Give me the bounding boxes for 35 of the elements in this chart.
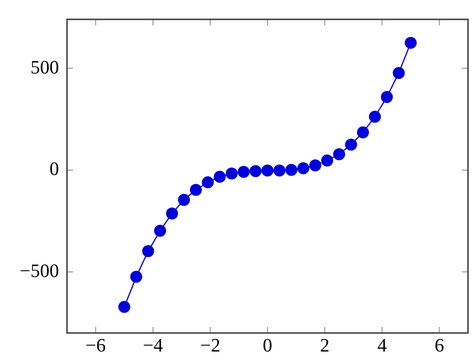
point [118, 300, 130, 313]
point [250, 165, 262, 178]
point [309, 159, 322, 172]
point [273, 164, 286, 176]
point [321, 154, 334, 167]
point [345, 138, 358, 151]
y-tick-label: −500 [20, 260, 59, 282]
point [333, 148, 346, 160]
x-tick-label: −4 [142, 335, 164, 356]
point [190, 184, 202, 196]
x-tick-label: −6 [86, 335, 106, 356]
y-tick-label: 0 [50, 159, 59, 180]
point [285, 164, 298, 176]
point [178, 194, 190, 206]
point [166, 207, 178, 220]
point [214, 170, 226, 183]
point [226, 168, 238, 180]
point [202, 176, 214, 188]
point [392, 66, 405, 79]
x-tick-label: 2 [320, 335, 330, 356]
point [380, 90, 393, 103]
x-tick-label: −2 [200, 335, 220, 356]
point [368, 110, 381, 123]
x-tick-label: 6 [434, 335, 444, 356]
y-tick-label: 500 [30, 57, 59, 78]
point [404, 36, 417, 49]
point [297, 162, 310, 174]
point [262, 164, 274, 176]
x-tick-label: 0 [262, 335, 272, 356]
point [154, 224, 166, 237]
x-tick-label: 4 [377, 335, 388, 356]
point [142, 245, 154, 258]
point [130, 270, 142, 283]
point [238, 166, 250, 178]
point [356, 126, 369, 138]
